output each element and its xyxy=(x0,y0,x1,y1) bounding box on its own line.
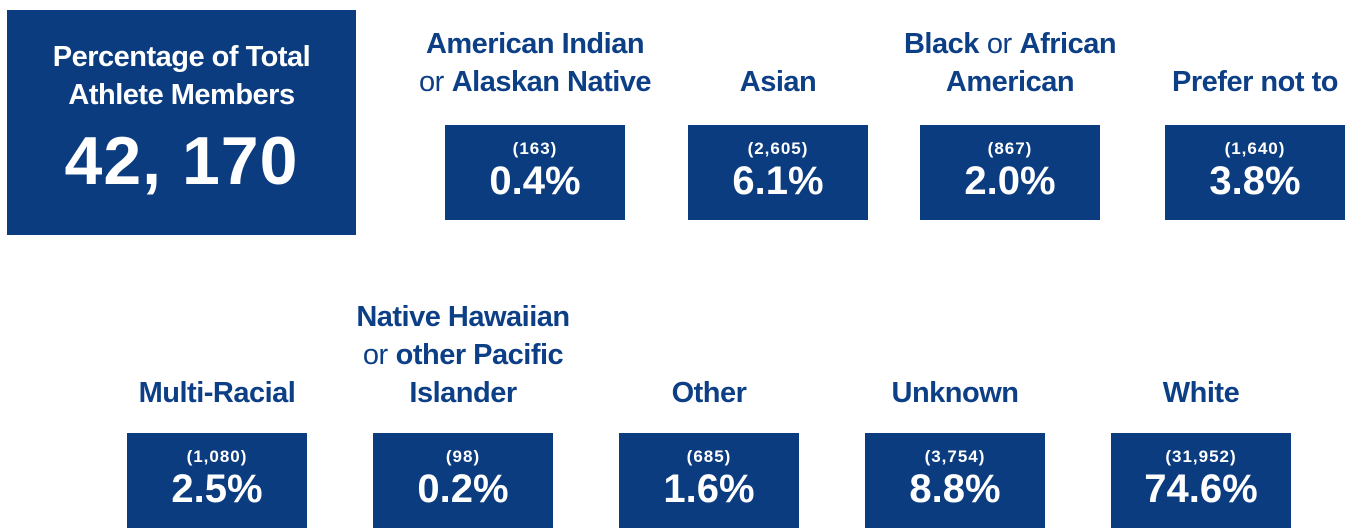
group-percent: 74.6% xyxy=(1144,467,1258,511)
label-line: White xyxy=(1051,374,1351,412)
label-line: Islander xyxy=(313,374,613,412)
label-segment: or xyxy=(362,339,388,371)
label-segment: Multi-Racial xyxy=(138,377,296,409)
label-line: or Alaskan Native xyxy=(385,63,685,101)
group-count: (163) xyxy=(512,139,558,158)
total-title-line: Percentage of Total xyxy=(52,41,311,73)
total-value: 42, 170 xyxy=(64,123,299,199)
group-count: (2,605) xyxy=(747,139,809,158)
group-count: (1,080) xyxy=(186,447,248,466)
label-line: Black or African xyxy=(860,25,1160,63)
label-line: Asian xyxy=(628,63,928,101)
label-segment: Islander xyxy=(409,377,517,409)
label-segment: Other xyxy=(671,377,747,409)
label-segment: Alaskan Native xyxy=(451,66,652,98)
label-segment: Prefer not to xyxy=(1172,66,1338,98)
group-percent: 0.2% xyxy=(417,467,509,511)
label-segment: or xyxy=(418,66,444,98)
group-box: (867) 2.0% xyxy=(920,125,1100,220)
label-segment: or xyxy=(986,28,1012,60)
group-label: Prefer not to xyxy=(1105,63,1366,101)
label-segment: African xyxy=(1019,28,1117,60)
group-label: Black or African American xyxy=(860,25,1160,101)
label-segment: Unknown xyxy=(891,377,1020,409)
group-percent: 2.0% xyxy=(964,159,1056,203)
total-title: Percentage of Total Athlete Members xyxy=(7,38,356,114)
label-segment: White xyxy=(1162,377,1240,409)
label-segment: other Pacific xyxy=(395,339,564,371)
group-label: Asian xyxy=(628,63,928,101)
total-title-line: Athlete Members xyxy=(68,79,295,111)
label-line: American Indian xyxy=(385,25,685,63)
group-count: (98) xyxy=(445,447,481,466)
group-count: (1,640) xyxy=(1224,139,1286,158)
group-box: (685) 1.6% xyxy=(619,433,799,528)
label-line: Unknown xyxy=(805,374,1105,412)
group-percent: 1.6% xyxy=(663,467,755,511)
group-box: (1,640) 3.8% xyxy=(1165,125,1345,220)
group-label: American Indian or Alaskan Native xyxy=(385,25,685,101)
label-segment: Asian xyxy=(739,66,817,98)
group-label: White xyxy=(1051,374,1351,412)
group-count: (31,952) xyxy=(1165,447,1237,466)
group-percent: 8.8% xyxy=(909,467,1001,511)
group-label: Unknown xyxy=(805,374,1105,412)
group-percent: 0.4% xyxy=(489,159,581,203)
group-box: (1,080) 2.5% xyxy=(127,433,307,528)
label-segment: American xyxy=(945,66,1075,98)
label-line: American xyxy=(860,63,1160,101)
total-box: Percentage of Total Athlete Members 42, … xyxy=(7,10,356,235)
label-line: Native Hawaiian xyxy=(313,298,613,336)
label-line: Other xyxy=(559,374,859,412)
group-box: (3,754) 8.8% xyxy=(865,433,1045,528)
group-box: (163) 0.4% xyxy=(445,125,625,220)
group-percent: 2.5% xyxy=(171,467,263,511)
label-segment: Black xyxy=(903,28,979,60)
group-box: (31,952) 74.6% xyxy=(1111,433,1291,528)
label-segment: American Indian xyxy=(425,28,645,60)
group-label: Native Hawaiian or other Pacific Islander xyxy=(313,298,613,412)
group-count: (685) xyxy=(686,447,732,466)
group-label: Multi-Racial xyxy=(67,374,367,412)
label-line: Prefer not to xyxy=(1105,63,1366,101)
group-percent: 3.8% xyxy=(1209,159,1301,203)
group-count: (3,754) xyxy=(924,447,986,466)
label-line: Multi-Racial xyxy=(67,374,367,412)
group-box: (2,605) 6.1% xyxy=(688,125,868,220)
group-label: Other xyxy=(559,374,859,412)
group-percent: 6.1% xyxy=(732,159,824,203)
label-line: or other Pacific xyxy=(313,336,613,374)
group-box: (98) 0.2% xyxy=(373,433,553,528)
label-segment: Native Hawaiian xyxy=(356,301,570,333)
group-count: (867) xyxy=(987,139,1033,158)
